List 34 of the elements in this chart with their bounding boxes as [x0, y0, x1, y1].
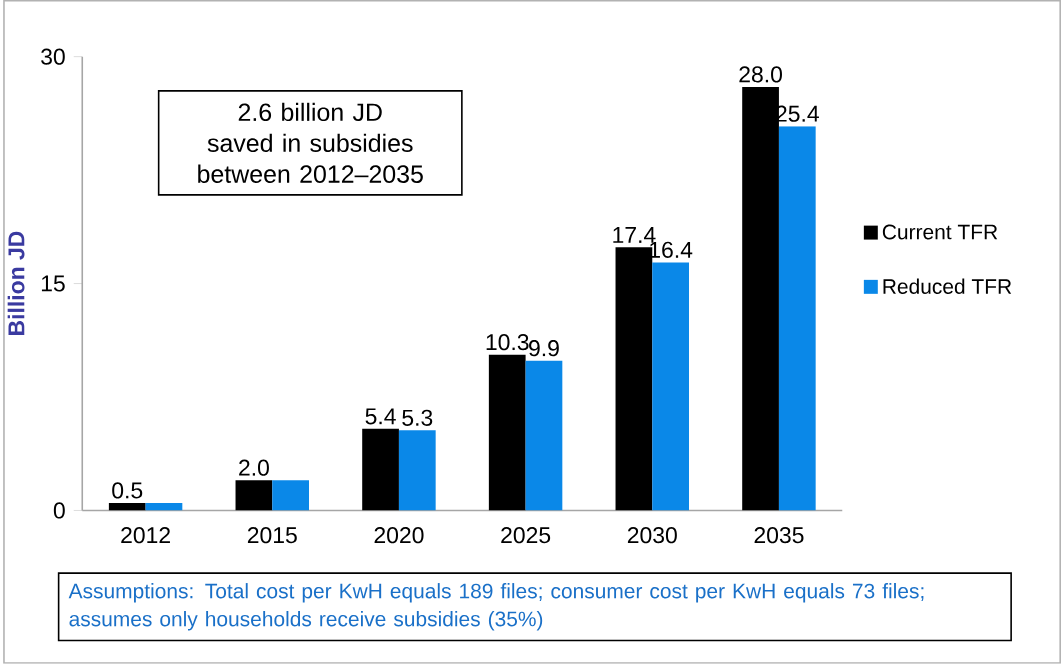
- annotation: 2.6 billion JD saved in subsidies between 2012–2035: [198, 102, 423, 184]
- x-tick-label: 2020: [374, 527, 424, 544]
- x-tick-label: 2025: [501, 527, 551, 544]
- data-label: 10.3: [486, 334, 529, 351]
- bar: [235, 480, 273, 511]
- bar: [272, 480, 309, 511]
- data-label: 5.4: [365, 408, 396, 425]
- data-label: 16.4: [650, 241, 693, 259]
- bar: [778, 126, 816, 511]
- x-tick-label: 2012: [121, 527, 170, 544]
- bar: [362, 428, 399, 511]
- bar: [145, 502, 183, 511]
- data-label: 2.0: [239, 459, 269, 476]
- bar: [108, 502, 146, 511]
- y-axis-title: Billion JD: [7, 231, 25, 335]
- y-tick-label: 15: [41, 275, 65, 292]
- data-label: 17.4: [613, 227, 656, 243]
- bar: [398, 430, 436, 511]
- bar: [652, 262, 689, 511]
- x-tick-label: 2030: [627, 527, 677, 544]
- x-tick-label: 2015: [247, 527, 297, 544]
- y-tick-label: 30: [41, 48, 65, 65]
- legend-label: Current TFR: [882, 224, 998, 240]
- data-label: 9.9: [529, 340, 559, 357]
- bar: [488, 354, 526, 511]
- y-tick-label: 0: [53, 502, 65, 519]
- data-label: 28.0: [739, 66, 782, 83]
- data-label: 5.3: [402, 409, 433, 426]
- legend-label: Reduced TFR: [883, 278, 1012, 294]
- bar: [742, 86, 779, 511]
- bar: [525, 360, 563, 511]
- x-tick-label: 2035: [754, 527, 804, 544]
- text: Assumptions: Total cost per KwH equals 189 files; consumer cost per KwH equals 73 files; assumes only households receive subsidies (35%): [68, 583, 924, 631]
- data-label: 0.5: [112, 482, 143, 499]
